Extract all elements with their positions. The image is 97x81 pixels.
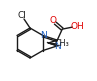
Text: CH₃: CH₃ (54, 40, 69, 49)
Text: N: N (54, 42, 61, 51)
Text: Cl: Cl (18, 11, 26, 20)
Text: N: N (40, 31, 47, 40)
Text: O: O (50, 16, 57, 25)
Text: OH: OH (70, 22, 84, 31)
